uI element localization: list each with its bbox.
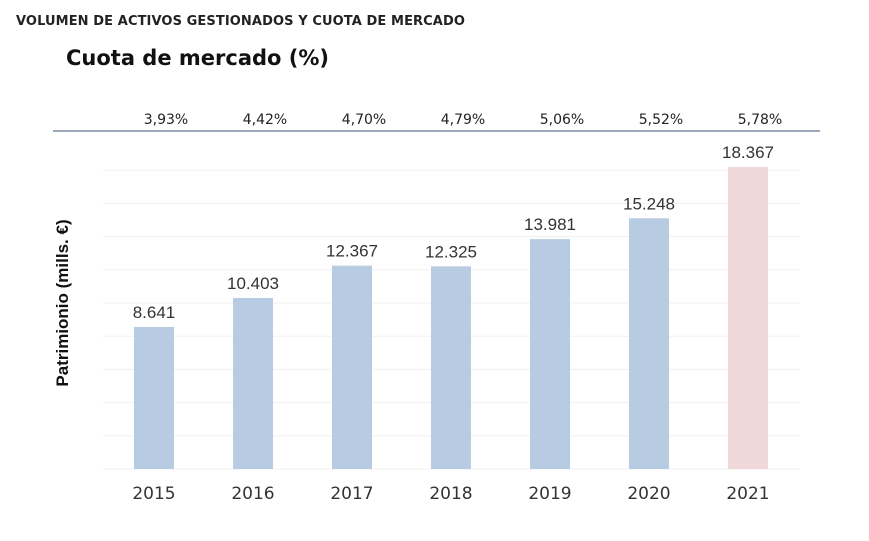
value-label-2019: 13.981	[524, 215, 576, 234]
bars	[134, 167, 768, 469]
main-title: VOLUMEN DE ACTIVOS GESTIONADOS Y CUOTA D…	[16, 14, 466, 29]
value-labels: 8.641 10.403 12.367 12.325 13.981 15.248 18.36…	[133, 143, 774, 322]
market-share-2017: 4,70%	[342, 112, 386, 128]
x-tick-label-2017: 2017	[330, 484, 373, 504]
value-label-2015: 8.641	[133, 303, 176, 322]
value-label-2017: 12.367	[326, 242, 378, 261]
market-share-2015: 3,93%	[144, 112, 188, 128]
market-share-2016: 4,42%	[243, 112, 287, 128]
market-share-row: 3,93% 4,42% 4,70% 4,79% 5,06% 5,52% 5,78%	[144, 112, 782, 128]
market-share-2020: 5,52%	[639, 112, 683, 128]
bar-2021	[728, 167, 768, 469]
market-share-2021: 5,78%	[738, 112, 782, 128]
x-tick-label-2019: 2019	[528, 484, 571, 504]
bar-2017	[332, 265, 372, 469]
value-label-2016: 10.403	[227, 274, 279, 293]
market-share-2019: 5,06%	[540, 112, 584, 128]
bar-2016	[233, 297, 273, 469]
x-tick-label-2020: 2020	[627, 484, 670, 504]
bar-2018	[431, 266, 471, 469]
y-axis-label: Patrimionio (mills. €)	[53, 219, 72, 386]
x-tick-label-2021: 2021	[726, 484, 769, 504]
value-label-2018: 12.325	[425, 242, 477, 261]
bar-2015	[134, 326, 174, 469]
bar-2019	[530, 239, 570, 469]
x-tick-label-2016: 2016	[231, 484, 274, 504]
value-label-2021: 18.367	[722, 143, 774, 162]
value-label-2020: 15.248	[623, 194, 675, 213]
market-share-2018: 4,79%	[441, 112, 485, 128]
bar-2020	[629, 218, 669, 469]
chart-subtitle: Cuota de mercado (%)	[66, 46, 330, 70]
x-tick-label-2015: 2015	[132, 484, 175, 504]
x-tick-label-2018: 2018	[429, 484, 472, 504]
x-axis-labels: 2015 2016 2017 2018 2019 2020 2021	[132, 484, 769, 504]
